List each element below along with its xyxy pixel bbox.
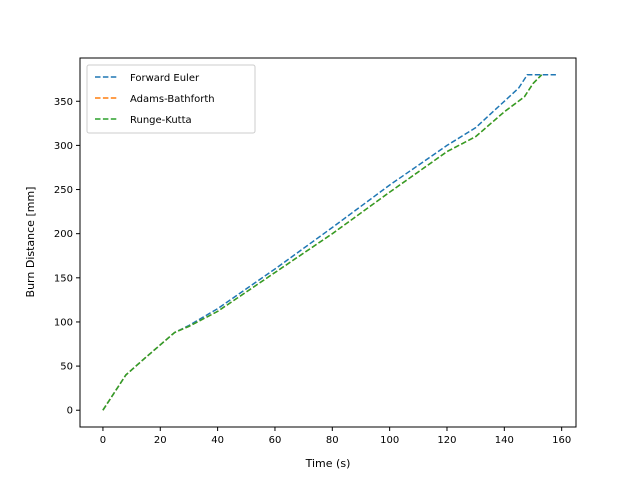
x-axis: 0 20 40 60 80 100 120 140 160	[100, 427, 571, 446]
x-tick-label: 100	[380, 435, 399, 446]
plot-frame	[79, 57, 577, 428]
y-tick-label: 50	[60, 362, 73, 373]
y-tick-label: 100	[54, 317, 73, 328]
x-tick-label: 0	[100, 435, 106, 446]
y-axis-label: Burn Distance [mm]	[24, 187, 37, 298]
legend-label: Forward Euler	[130, 73, 200, 84]
series-line-forward-euler	[102, 74, 556, 411]
x-tick-label: 40	[211, 435, 224, 446]
y-axis: 0 50 100 150 200 250 300 350	[54, 97, 80, 417]
x-tick-label: 60	[269, 435, 282, 446]
y-tick-label: 300	[54, 141, 73, 152]
legend: Forward Euler Adams-Bathforth Runge-Kutta	[86, 64, 256, 134]
y-tick-label: 0	[67, 406, 73, 417]
x-tick-label: 140	[495, 435, 514, 446]
x-tick-label: 20	[154, 435, 167, 446]
legend-label: Runge-Kutta	[130, 115, 192, 126]
x-tick-label: 160	[552, 435, 571, 446]
y-tick-label: 150	[54, 273, 73, 284]
y-tick-label: 250	[54, 185, 73, 196]
series-line-runge-kutta	[102, 74, 543, 411]
legend-label: Adams-Bathforth	[130, 94, 215, 105]
x-tick-label: 120	[437, 435, 456, 446]
x-axis-label: Time (s)	[305, 457, 351, 470]
y-tick-label: 200	[54, 229, 73, 240]
x-tick-label: 80	[326, 435, 339, 446]
y-tick-label: 350	[54, 97, 73, 108]
series-layer	[102, 74, 556, 411]
legend-box	[86, 64, 256, 134]
